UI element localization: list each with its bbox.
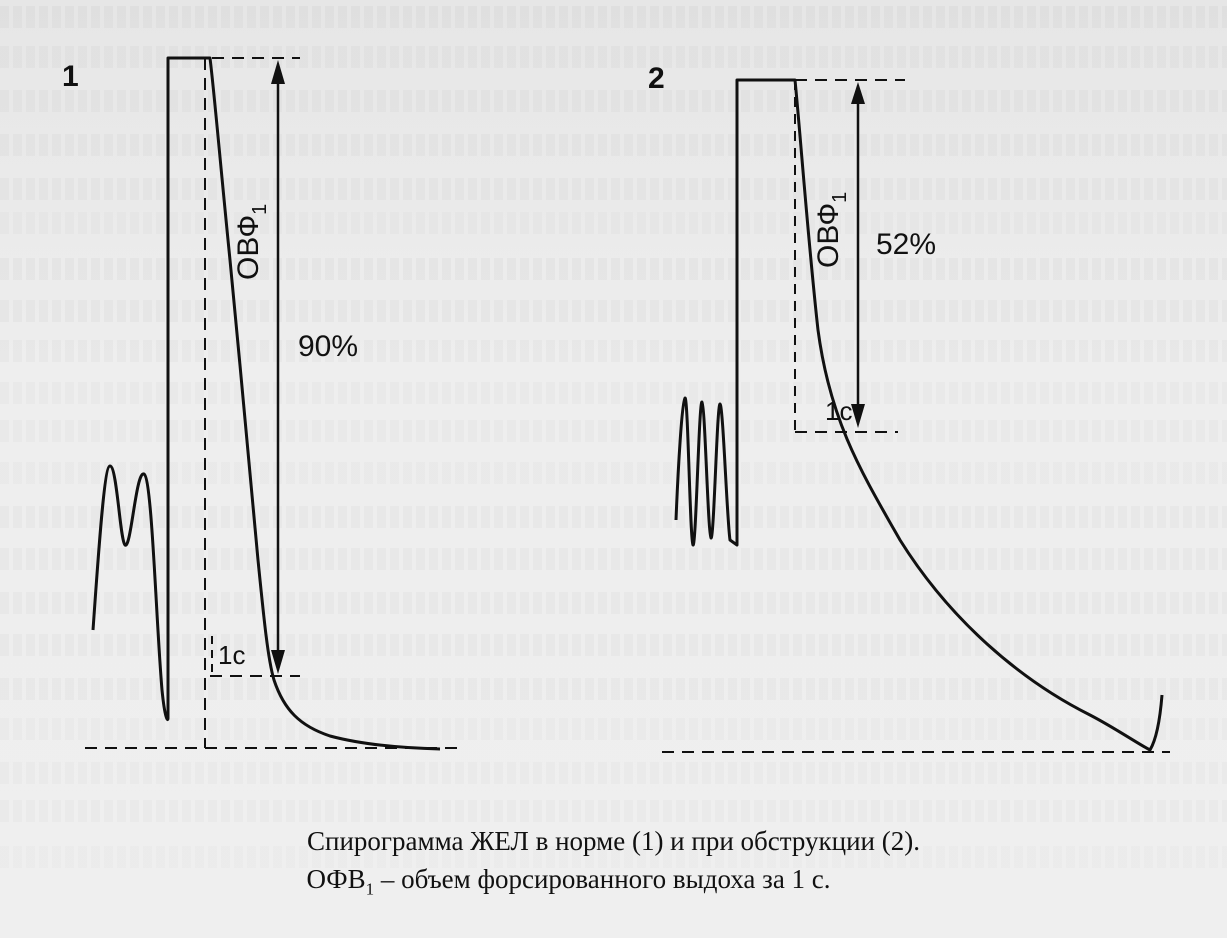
caption-line-1: Спирограмма ЖЕЛ в норме (1) и при обстру…	[307, 826, 920, 856]
bleed-through-line	[0, 212, 1227, 234]
bleed-through-line	[0, 846, 1227, 868]
bleed-through-line	[0, 762, 1227, 784]
panel-1-trace	[91, 56, 441, 751]
bleed-through-line	[0, 90, 1227, 112]
panel-1-fev-label: ОВФ1	[232, 204, 271, 280]
bleed-through-line	[0, 134, 1227, 156]
bleed-through-line	[0, 634, 1227, 656]
bleed-through-line	[0, 548, 1227, 570]
bleed-through-line	[0, 420, 1227, 442]
panel-2-fev-label: ОВФ1	[812, 192, 851, 268]
panel-2-label: 2	[648, 62, 665, 95]
panel-1-percent: 90%	[298, 330, 358, 363]
figure-caption: Спирограмма ЖЕЛ в норме (1) и при обстру…	[0, 822, 1227, 908]
caption-abbrev-subscript: 1	[365, 879, 375, 899]
panel-2-time-mark: 1с	[825, 396, 852, 426]
panel-2-trace	[674, 78, 1164, 752]
bleed-through-line	[0, 382, 1227, 404]
bleed-through-line	[0, 258, 1227, 280]
panel-obstruction: 2 ОВФ1 52% 1с	[648, 62, 1170, 753]
bleed-through-line	[0, 678, 1227, 700]
caption-abbrev: ОФВ	[306, 864, 366, 894]
panel-2-arrow-head-top	[851, 82, 865, 104]
panel-2-percent: 52%	[876, 228, 936, 261]
panel-1-time-mark: 1с	[218, 640, 245, 670]
bleed-through-line	[0, 800, 1227, 822]
caption-definition: – объем форсированного выдоха за 1 с.	[374, 864, 831, 894]
bleed-through-line	[0, 506, 1227, 528]
panel-1-arrow-head-bottom	[271, 650, 285, 674]
bleed-through-line	[0, 462, 1227, 484]
bleed-through-line	[0, 178, 1227, 200]
panel-2-arrow-head-bottom	[851, 404, 865, 428]
bleed-through-line	[0, 46, 1227, 68]
bleed-through-line	[0, 340, 1227, 362]
panel-normal: 1 ОВФ1 90% 1с	[62, 56, 458, 751]
panel-1-arrow-head-top	[271, 60, 285, 84]
bleed-through-line	[0, 300, 1227, 322]
panel-1-label: 1	[62, 60, 79, 93]
caption-line-2: ОФВ1 – объем форсированного выдоха за 1 …	[0, 860, 1227, 908]
bleed-through-line	[0, 592, 1227, 614]
bleed-through-line	[0, 6, 1227, 28]
